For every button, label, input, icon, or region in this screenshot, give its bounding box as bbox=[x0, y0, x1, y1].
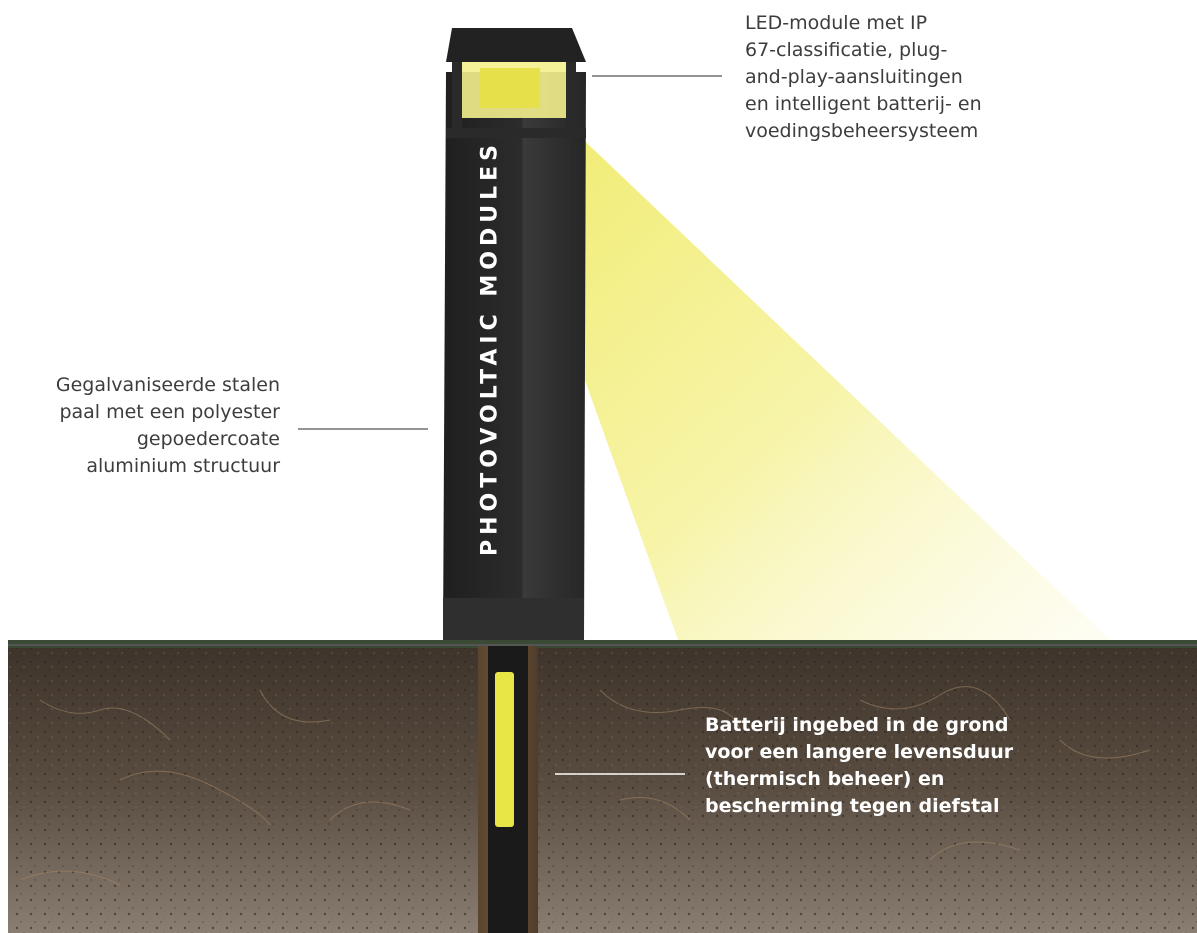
pole-label-line: paal met een polyester bbox=[59, 401, 280, 423]
battery-label-line: Batterij ingebed in de grond bbox=[705, 714, 1009, 736]
led-label-line: and-play-aansluitingen bbox=[745, 66, 963, 88]
roots bbox=[19, 686, 1151, 886]
led-module-label: LED-module met IP 67-classificatie, plug… bbox=[745, 10, 1005, 145]
battery-label-line: voor een langere levensduur bbox=[705, 741, 1014, 763]
pole-body bbox=[443, 72, 586, 640]
battery bbox=[495, 672, 514, 827]
led-window-post-right bbox=[566, 62, 576, 132]
ground-edge bbox=[8, 644, 1197, 646]
pole-label: Gegalvaniseerde stalen paal met een poly… bbox=[10, 372, 280, 480]
pole-cap bbox=[446, 28, 586, 62]
led-label-line: voedingsbeheersysteem bbox=[745, 120, 979, 142]
pole-label-line: aluminium structuur bbox=[86, 455, 280, 477]
pole-label-line: Gegalvaniseerde stalen bbox=[55, 374, 280, 396]
pole-vertical-text: PHOTOVOLTAIC MODULES bbox=[470, 139, 510, 555]
battery-label-line: bescherming tegen diefstal bbox=[705, 795, 1000, 817]
led-window-bottom bbox=[446, 128, 586, 138]
photovoltaic-modules-label: PHOTOVOLTAIC MODULES bbox=[477, 139, 503, 556]
led-module bbox=[480, 68, 540, 108]
led-label-line: en intelligent batterij- en bbox=[745, 93, 982, 115]
led-label-line: 67-classificatie, plug- bbox=[745, 39, 948, 61]
pole-label-line: gepoedercoate bbox=[136, 428, 280, 450]
light-beam bbox=[478, 72, 1110, 640]
led-window-post-left bbox=[452, 62, 462, 132]
battery-label: Batterij ingebed in de grond voor een la… bbox=[705, 712, 1035, 820]
led-label-line: LED-module met IP bbox=[745, 12, 928, 34]
battery-label-line: (thermisch beheer) en bbox=[705, 768, 945, 790]
soil-texture bbox=[8, 646, 1197, 933]
pole-base-ring bbox=[443, 598, 584, 640]
